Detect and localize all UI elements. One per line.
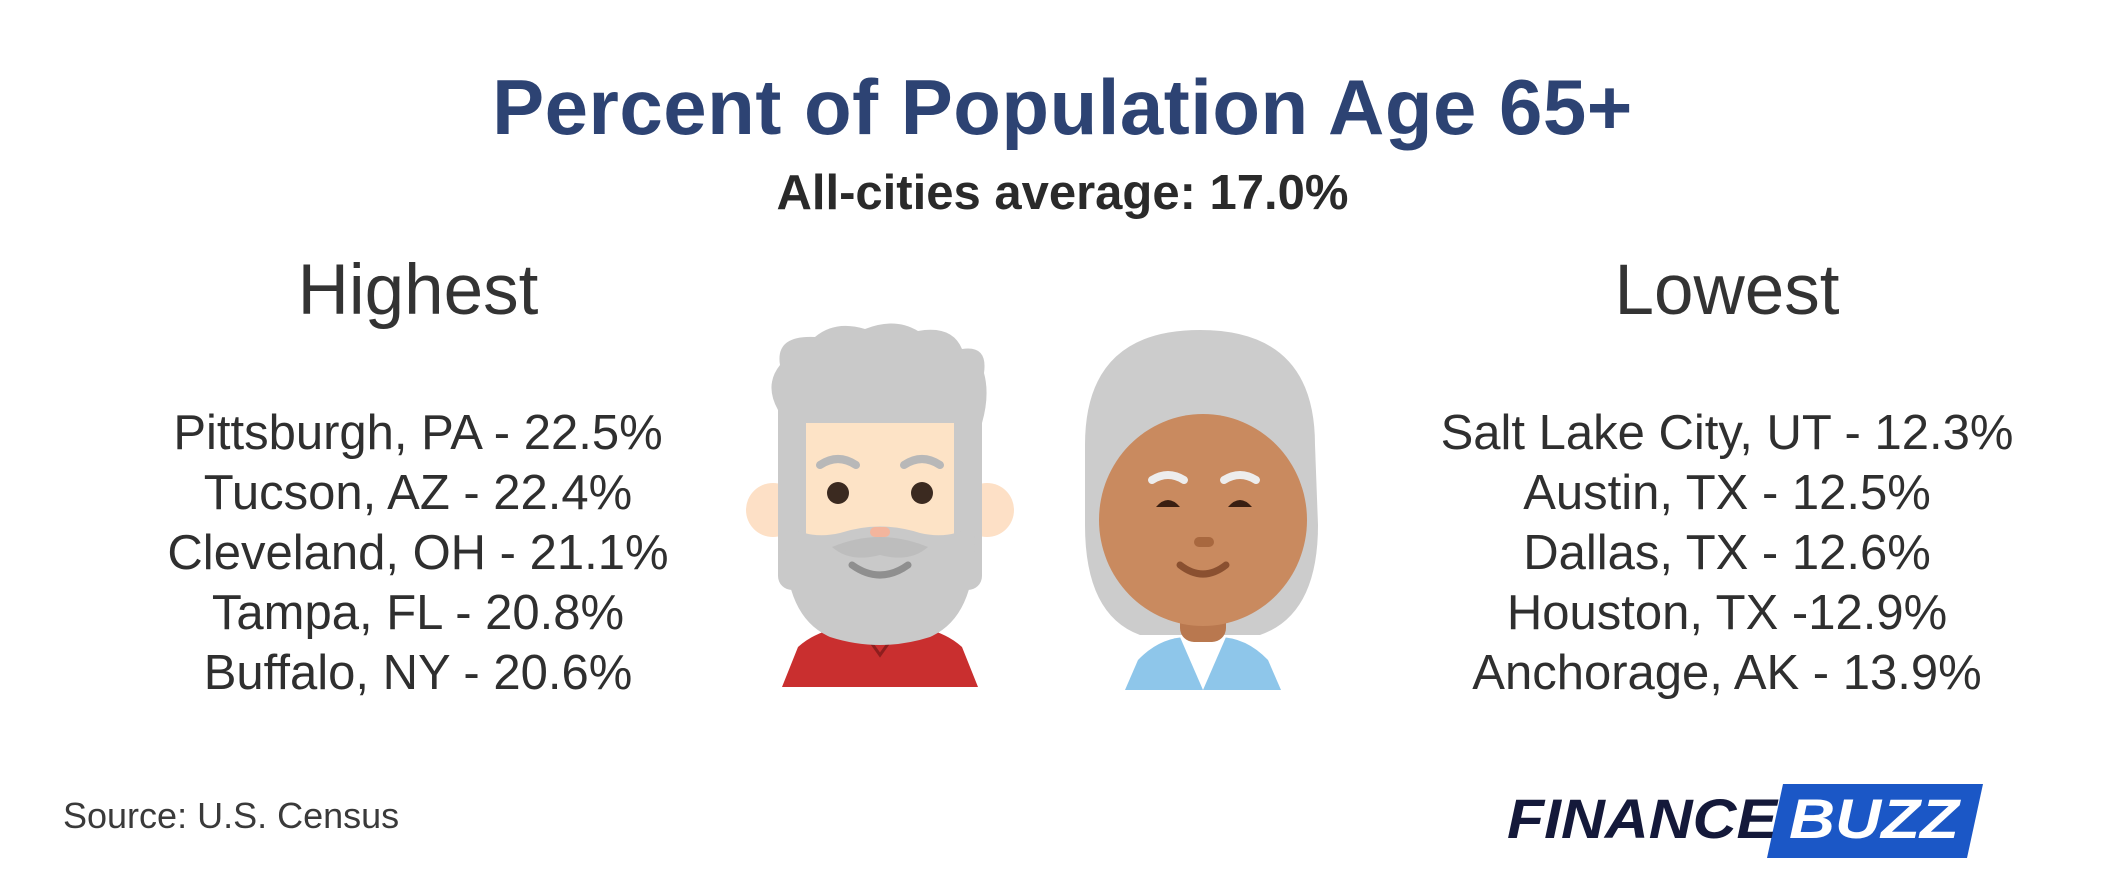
lowest-heading: Lowest xyxy=(1614,251,1840,330)
logo-word-buzz: BUZZ xyxy=(1789,787,1961,850)
list-item: Dallas, TX - 12.6% xyxy=(1523,526,1931,580)
financebuzz-logo: FINANCE BUZZ xyxy=(1507,784,1983,858)
list-item: Buffalo, NY - 20.6% xyxy=(203,646,633,700)
highest-heading: Highest xyxy=(297,251,539,330)
old-man-icon xyxy=(746,323,1014,687)
list-item: Anchorage, AK - 13.9% xyxy=(1472,646,1982,700)
average-subtitle: All-cities average: 17.0% xyxy=(776,166,1349,220)
list-item: Tampa, FL - 20.8% xyxy=(211,586,625,640)
list-item: Pittsburgh, PA - 22.5% xyxy=(173,406,663,460)
highest-list: Pittsburgh, PA - 22.5% Tucson, AZ - 22.4… xyxy=(68,403,768,703)
list-item: Cleveland, OH - 21.1% xyxy=(167,526,669,580)
list-item: Houston, TX -12.9% xyxy=(1506,586,1948,640)
list-item: Salt Lake City, UT - 12.3% xyxy=(1440,406,2014,460)
source-note: Source: U.S. Census xyxy=(63,795,400,836)
list-item: Tucson, AZ - 22.4% xyxy=(203,466,633,520)
seniors-illustration xyxy=(746,323,1318,690)
list-item: Austin, TX - 12.5% xyxy=(1523,466,1931,520)
lowest-list: Salt Lake City, UT - 12.3% Austin, TX - … xyxy=(1377,403,2077,703)
logo-word-finance: FINANCE xyxy=(1507,787,1779,850)
page-title: Percent of Population Age 65+ xyxy=(492,63,1633,151)
old-woman-icon xyxy=(1085,330,1318,690)
